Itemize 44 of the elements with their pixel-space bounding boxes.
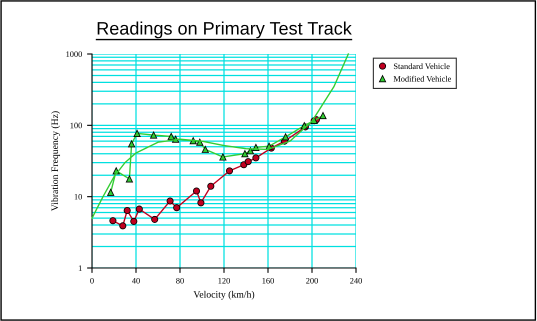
legend-label: Modified Vehicle xyxy=(394,76,452,82)
line-series xyxy=(91,53,349,219)
y-tick-label: 1 xyxy=(78,265,82,271)
legend-label: Standard Vehicle xyxy=(394,63,450,70)
x-tick-label: 40 xyxy=(132,278,140,284)
y-tick-label: 10 xyxy=(74,194,82,200)
y-tick-label: 100 xyxy=(70,122,82,128)
point xyxy=(130,218,138,225)
point xyxy=(244,158,252,166)
point xyxy=(202,146,209,153)
point xyxy=(197,199,204,206)
point xyxy=(168,132,175,140)
point xyxy=(207,182,214,190)
point xyxy=(109,217,116,224)
point xyxy=(246,147,254,154)
point xyxy=(150,132,158,139)
point xyxy=(119,222,126,230)
point xyxy=(241,150,248,158)
point xyxy=(219,153,226,161)
point xyxy=(173,204,180,212)
point xyxy=(192,187,200,195)
point xyxy=(126,175,133,183)
point xyxy=(319,112,327,120)
x-tick-label: 80 xyxy=(176,278,184,284)
chart-title: Readings on Primary Test Track xyxy=(98,21,352,38)
point xyxy=(252,154,260,162)
point xyxy=(166,197,174,205)
point xyxy=(136,206,143,213)
x-tick-label: 0 xyxy=(90,278,94,284)
x-tick-label: 160 xyxy=(262,278,274,284)
point xyxy=(128,140,136,148)
point xyxy=(124,206,131,214)
x-tick-label: 200 xyxy=(306,278,318,284)
x-tick-label: 120 xyxy=(218,278,230,284)
point xyxy=(226,167,234,174)
point xyxy=(107,188,114,196)
point xyxy=(151,216,158,223)
x-axis-title: Velocity (km/h) xyxy=(193,290,254,300)
x-tick-label: 240 xyxy=(350,278,362,284)
point xyxy=(196,138,204,146)
point xyxy=(282,133,290,140)
point xyxy=(134,130,141,137)
y-axis-title: Vibration Frequency (Hz) xyxy=(51,111,60,212)
y-tick-label: 1000 xyxy=(66,51,82,57)
